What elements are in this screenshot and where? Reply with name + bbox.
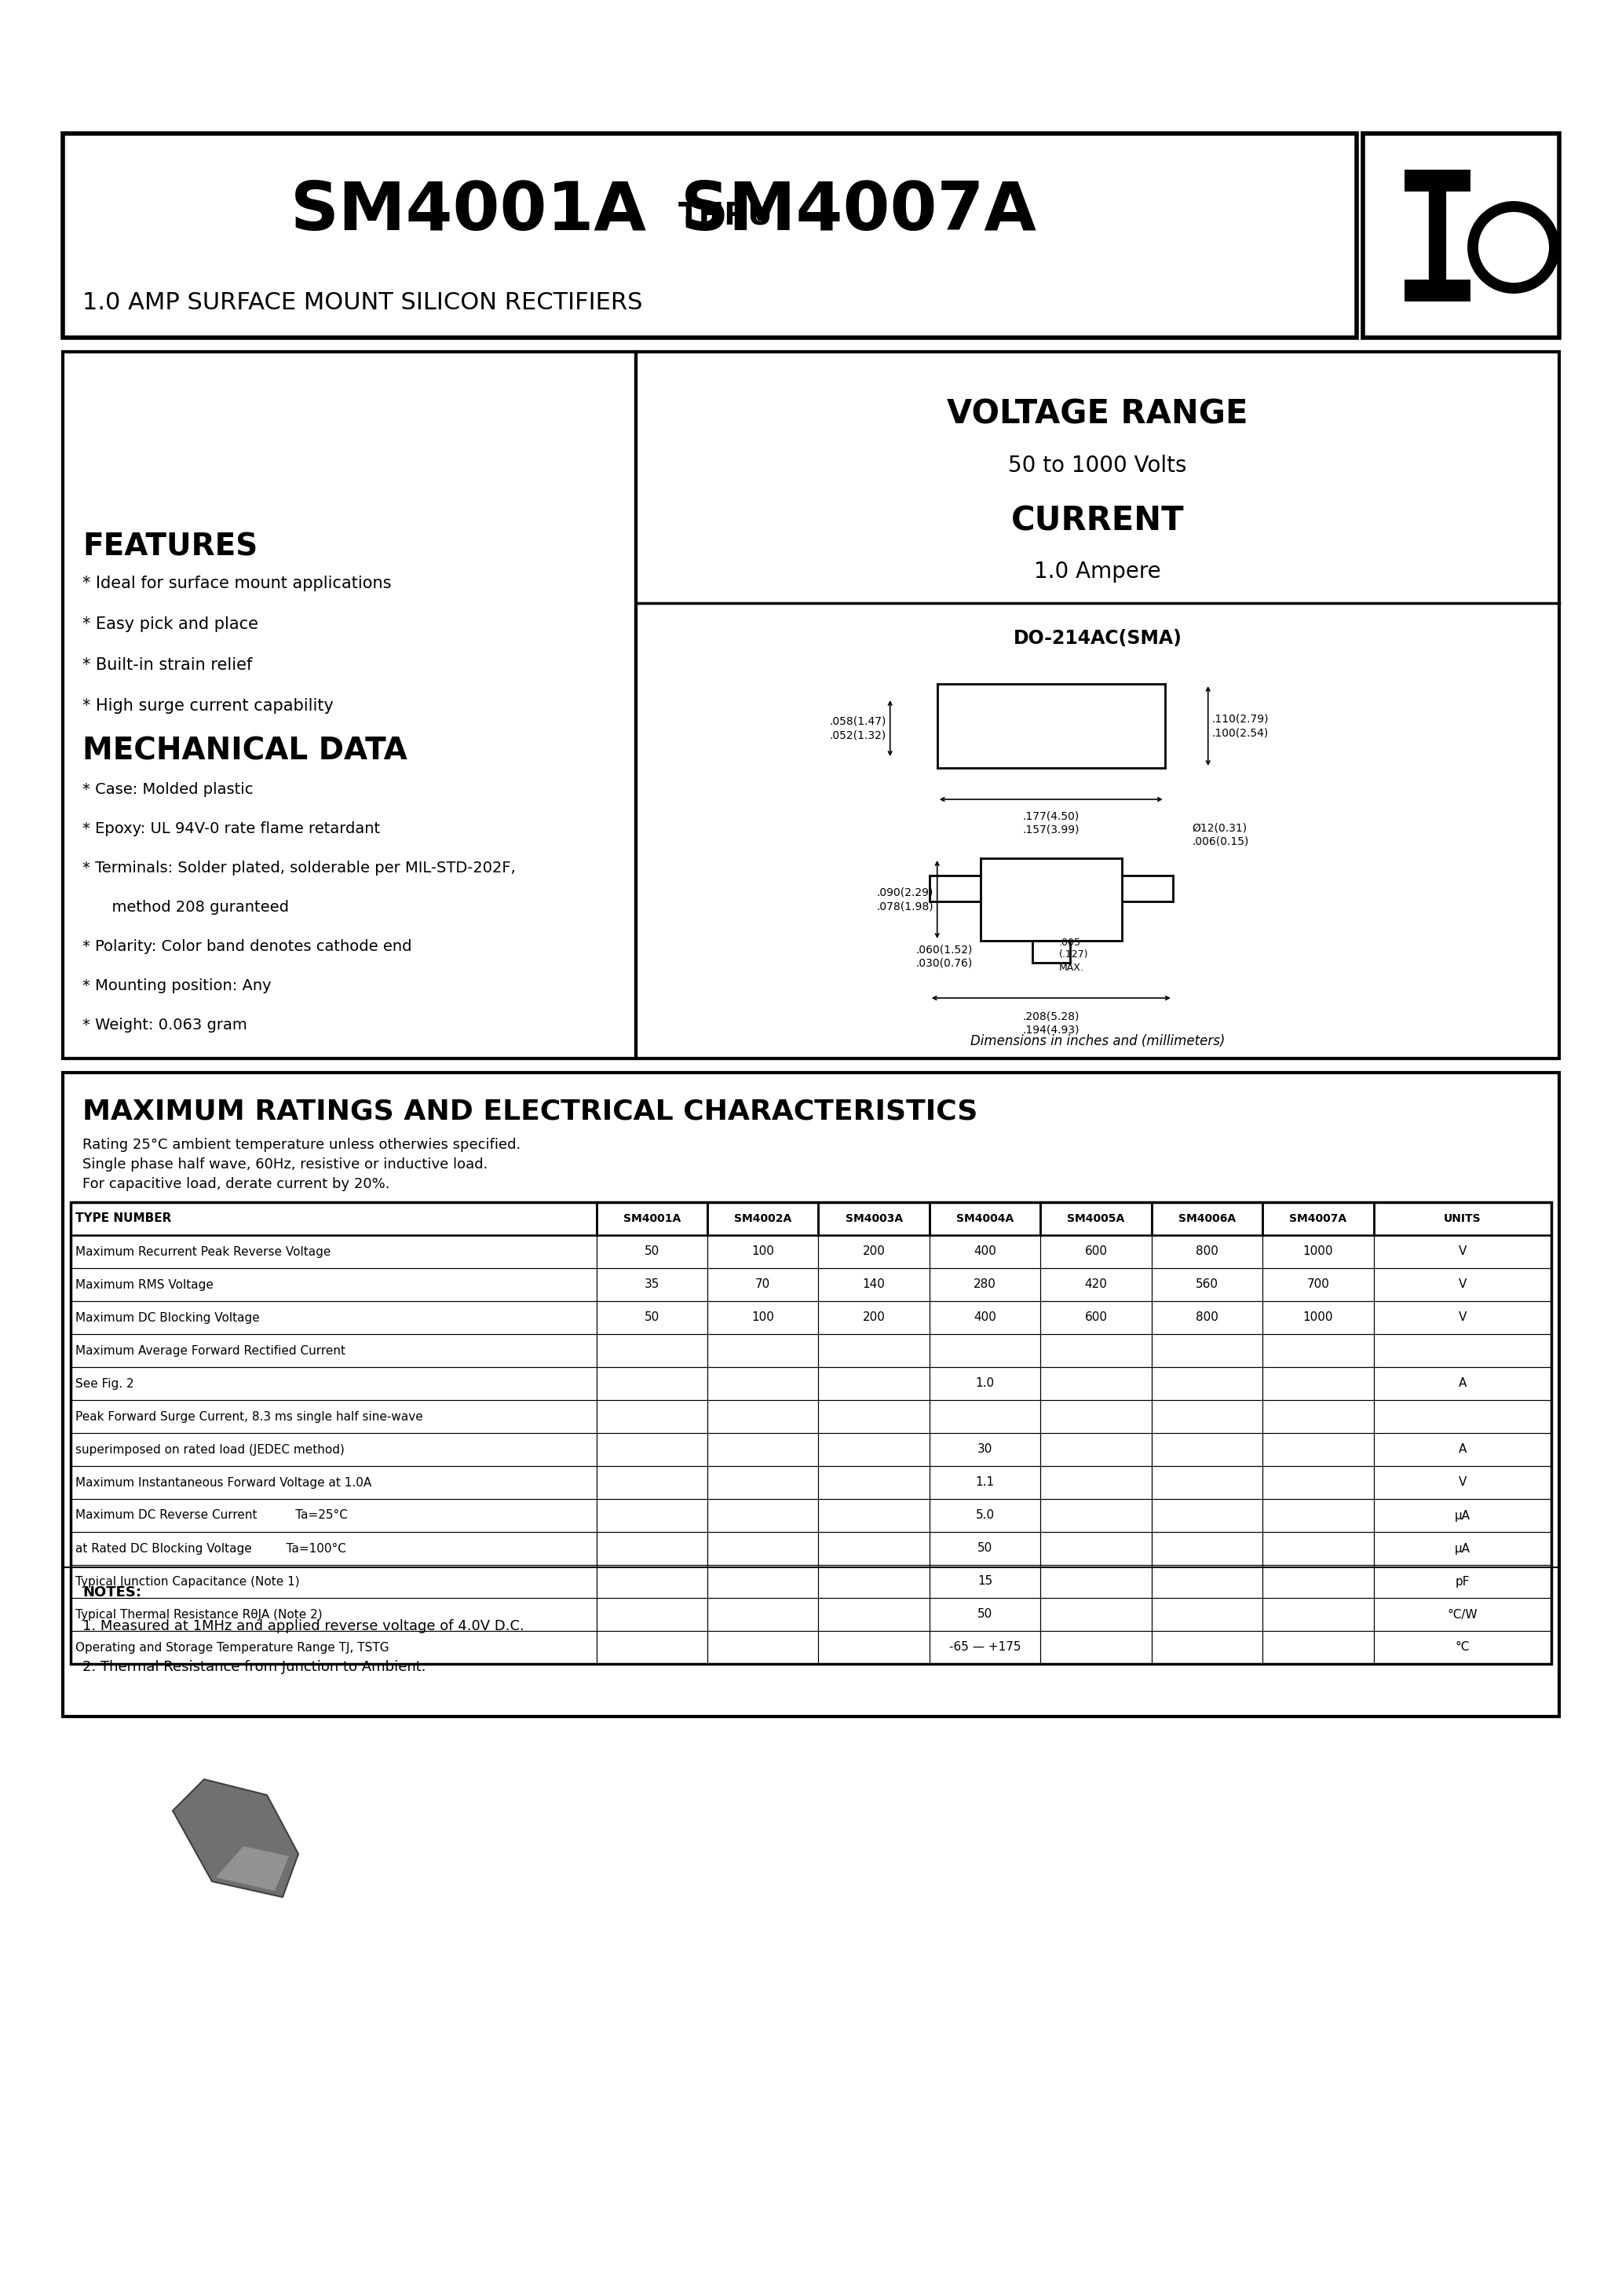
- Text: 280: 280: [973, 1279, 996, 1290]
- Text: * High surge current capability: * High surge current capability: [83, 698, 334, 714]
- Bar: [63, 133, 1356, 338]
- Text: 50: 50: [978, 1543, 993, 1554]
- Text: NOTES:: NOTES:: [83, 1584, 141, 1600]
- Text: SM4001A: SM4001A: [623, 1212, 681, 1224]
- Text: For capacitive load, derate current by 20%.: For capacitive load, derate current by 2…: [83, 1178, 389, 1192]
- Text: * Epoxy: UL 94V-0 rate flame retardant: * Epoxy: UL 94V-0 rate flame retardant: [83, 822, 380, 836]
- Text: * Weight: 0.063 gram: * Weight: 0.063 gram: [83, 1017, 247, 1033]
- Text: V: V: [1458, 1279, 1466, 1290]
- Text: Maximum DC Blocking Voltage: Maximum DC Blocking Voltage: [75, 1311, 260, 1322]
- Text: µA: µA: [1455, 1508, 1471, 1522]
- Text: Rating 25°C ambient temperature unless otherwies specified.: Rating 25°C ambient temperature unless o…: [83, 1139, 521, 1153]
- Text: 420: 420: [1085, 1279, 1108, 1290]
- Text: 100: 100: [751, 1247, 774, 1258]
- Text: 600: 600: [1085, 1247, 1108, 1258]
- Text: Maximum DC Reverse Current          Ta=25°C: Maximum DC Reverse Current Ta=25°C: [75, 1508, 347, 1522]
- Text: °C: °C: [1455, 1642, 1470, 1653]
- Text: Maximum Average Forward Rectified Current: Maximum Average Forward Rectified Curren…: [75, 1345, 345, 1357]
- Text: 600: 600: [1085, 1311, 1108, 1322]
- Text: TYPE NUMBER: TYPE NUMBER: [75, 1212, 172, 1224]
- Text: FEATURES: FEATURES: [83, 533, 258, 563]
- Text: SM4001A: SM4001A: [290, 179, 647, 246]
- Text: Typical Junction Capacitance (Note 1): Typical Junction Capacitance (Note 1): [75, 1575, 300, 1587]
- Text: * Mounting position: Any: * Mounting position: Any: [83, 978, 271, 994]
- Text: 50: 50: [644, 1311, 660, 1322]
- Text: .005
(.127)
MAX.: .005 (.127) MAX.: [1059, 937, 1088, 974]
- Text: -65 — +175: -65 — +175: [949, 1642, 1020, 1653]
- Text: .060(1.52)
.030(0.76): .060(1.52) .030(0.76): [916, 944, 973, 969]
- Text: Peak Forward Surge Current, 8.3 ms single half sine-wave: Peak Forward Surge Current, 8.3 ms singl…: [75, 1410, 423, 1424]
- Text: 50 to 1000 Volts: 50 to 1000 Volts: [1009, 455, 1187, 478]
- Text: 800: 800: [1195, 1247, 1218, 1258]
- Text: .090(2.29)
.078(1.98): .090(2.29) .078(1.98): [876, 886, 933, 912]
- Text: 200: 200: [863, 1247, 886, 1258]
- Text: .058(1.47)
.052(1.32): .058(1.47) .052(1.32): [829, 716, 886, 742]
- Text: 15: 15: [978, 1575, 993, 1587]
- Text: 70: 70: [756, 1279, 770, 1290]
- Polygon shape: [172, 1779, 298, 1896]
- Text: V: V: [1458, 1247, 1466, 1258]
- Text: SM4007A: SM4007A: [681, 179, 1036, 246]
- Text: * Case: Molded plastic: * Case: Molded plastic: [83, 783, 253, 797]
- Text: Single phase half wave, 60Hz, resistive or inductive load.: Single phase half wave, 60Hz, resistive …: [83, 1157, 488, 1171]
- Text: SM4004A: SM4004A: [957, 1212, 1014, 1224]
- Text: 1.0 Ampere: 1.0 Ampere: [1035, 560, 1161, 583]
- Text: 1.0: 1.0: [975, 1378, 994, 1389]
- Text: 35: 35: [644, 1279, 660, 1290]
- Text: 200: 200: [863, 1311, 886, 1322]
- Text: Operating and Storage Temperature Range TJ, TSTG: Operating and Storage Temperature Range …: [75, 1642, 389, 1653]
- Polygon shape: [216, 1846, 289, 1892]
- Text: A: A: [1458, 1378, 1466, 1389]
- Bar: [636, 351, 1559, 1058]
- Text: 30: 30: [978, 1444, 993, 1456]
- Text: SM4007A: SM4007A: [1289, 1212, 1346, 1224]
- Text: 700: 700: [1307, 1279, 1330, 1290]
- Text: SM4006A: SM4006A: [1178, 1212, 1236, 1224]
- Text: 50: 50: [978, 1609, 993, 1621]
- Text: Ø12(0.31)
.006(0.15): Ø12(0.31) .006(0.15): [1192, 822, 1249, 847]
- Text: DO-214AC(SMA): DO-214AC(SMA): [1014, 629, 1182, 647]
- Text: MECHANICAL DATA: MECHANICAL DATA: [83, 737, 407, 767]
- Text: * Easy pick and place: * Easy pick and place: [83, 615, 258, 631]
- Text: 400: 400: [973, 1311, 996, 1322]
- Text: method 208 guranteed: method 208 guranteed: [83, 900, 289, 914]
- Text: 1.1: 1.1: [975, 1476, 994, 1488]
- Text: µA: µA: [1455, 1543, 1471, 1554]
- Text: .110(2.79)
.100(2.54): .110(2.79) .100(2.54): [1212, 714, 1268, 739]
- Text: Maximum RMS Voltage: Maximum RMS Voltage: [75, 1279, 214, 1290]
- Text: V: V: [1458, 1476, 1466, 1488]
- Text: THRU: THRU: [678, 202, 774, 232]
- Text: 560: 560: [1195, 1279, 1218, 1290]
- Text: 800: 800: [1195, 1311, 1218, 1322]
- Text: Maximum Instantaneous Forward Voltage at 1.0A: Maximum Instantaneous Forward Voltage at…: [75, 1476, 371, 1488]
- Text: °C/W: °C/W: [1447, 1609, 1478, 1621]
- Text: See Fig. 2: See Fig. 2: [75, 1378, 135, 1389]
- Text: VOLTAGE RANGE: VOLTAGE RANGE: [947, 397, 1247, 432]
- Text: 50: 50: [644, 1247, 660, 1258]
- Text: 5.0: 5.0: [975, 1508, 994, 1522]
- Bar: [1362, 133, 1559, 338]
- Text: 1000: 1000: [1302, 1247, 1333, 1258]
- Text: * Ideal for surface mount applications: * Ideal for surface mount applications: [83, 576, 391, 592]
- Text: 140: 140: [863, 1279, 886, 1290]
- Text: .177(4.50)
.157(3.99): .177(4.50) .157(3.99): [1022, 810, 1080, 836]
- Text: SM4005A: SM4005A: [1067, 1212, 1124, 1224]
- Text: Maximum Recurrent Peak Reverse Voltage: Maximum Recurrent Peak Reverse Voltage: [75, 1247, 331, 1258]
- Text: A: A: [1458, 1444, 1466, 1456]
- Text: .208(5.28)
.194(4.93): .208(5.28) .194(4.93): [1022, 1010, 1080, 1035]
- Text: Dimensions in inches and (millimeters): Dimensions in inches and (millimeters): [970, 1033, 1225, 1049]
- Text: 2. Thermal Resistance from Junction to Ambient.: 2. Thermal Resistance from Junction to A…: [83, 1660, 427, 1674]
- Text: CURRENT: CURRENT: [1011, 505, 1184, 537]
- Text: 1000: 1000: [1302, 1311, 1333, 1322]
- Text: * Built-in strain relief: * Built-in strain relief: [83, 657, 253, 673]
- Text: V: V: [1458, 1311, 1466, 1322]
- Bar: [63, 351, 636, 1058]
- Text: SM4003A: SM4003A: [845, 1212, 902, 1224]
- Text: 400: 400: [973, 1247, 996, 1258]
- Text: * Terminals: Solder plated, solderable per MIL-STD-202F,: * Terminals: Solder plated, solderable p…: [83, 861, 516, 875]
- Bar: [71, 1203, 1551, 1665]
- Text: 100: 100: [751, 1311, 774, 1322]
- Text: 1.0 AMP SURFACE MOUNT SILICON RECTIFIERS: 1.0 AMP SURFACE MOUNT SILICON RECTIFIERS: [83, 292, 642, 315]
- Text: at Rated DC Blocking Voltage         Ta=100°C: at Rated DC Blocking Voltage Ta=100°C: [75, 1543, 345, 1554]
- Text: SM4002A: SM4002A: [735, 1212, 792, 1224]
